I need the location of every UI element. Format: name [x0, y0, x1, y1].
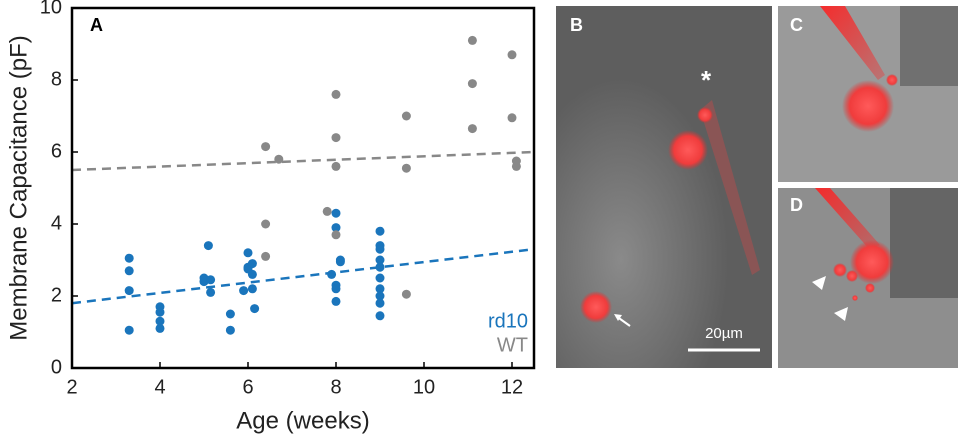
data-point — [375, 311, 385, 321]
y-tick-label: 6 — [51, 140, 62, 162]
x-tick-label: 6 — [242, 376, 253, 398]
trend-line — [71, 247, 535, 305]
data-point — [155, 316, 165, 326]
data-point — [247, 259, 257, 269]
x-tick-label: 8 — [330, 376, 341, 398]
panel-label: D — [790, 195, 803, 215]
data-point — [331, 284, 341, 294]
x-tick-label: 10 — [413, 376, 435, 398]
data-point — [331, 296, 341, 306]
data-point — [331, 161, 341, 171]
data-point — [225, 325, 235, 335]
data-point — [401, 289, 411, 299]
data-point — [322, 206, 332, 216]
data-point — [331, 89, 341, 99]
plot-frame — [70, 6, 536, 370]
data-point — [375, 273, 385, 283]
image-panel — [778, 6, 958, 182]
y-tick-label: 8 — [51, 68, 62, 90]
data-point — [331, 208, 341, 218]
marker: * — [701, 65, 712, 95]
data-point — [124, 325, 134, 335]
data-point — [124, 286, 134, 296]
data-point — [247, 284, 257, 294]
trend-line — [71, 150, 535, 172]
data-point — [507, 113, 517, 123]
data-point — [274, 154, 284, 164]
data-point — [250, 304, 260, 314]
data-point — [467, 35, 477, 45]
y-axis-label: Membrane Capacitance (pF) — [5, 35, 32, 340]
legend-entry: WT — [497, 334, 528, 356]
data-point — [375, 291, 385, 301]
x-tick-label: 2 — [66, 376, 77, 398]
image-panel — [778, 188, 958, 368]
x-tick-label: 4 — [154, 376, 165, 398]
data-point — [467, 79, 477, 89]
data-point — [335, 257, 345, 267]
data-point — [155, 307, 165, 317]
y-tick-label: 2 — [51, 284, 62, 306]
data-point — [124, 266, 134, 276]
data-point — [511, 161, 521, 171]
panel-label: A — [90, 15, 103, 35]
data-point — [203, 241, 213, 251]
image-panel — [556, 6, 772, 368]
data-point — [261, 219, 271, 229]
data-point — [401, 111, 411, 121]
y-tick-label: 10 — [40, 0, 62, 18]
panel-label: B — [570, 15, 583, 35]
data-point — [331, 223, 341, 233]
data-point — [206, 287, 216, 297]
data-point — [225, 309, 235, 319]
data-point — [375, 226, 385, 236]
data-point — [375, 298, 385, 308]
data-point — [375, 262, 385, 272]
data-point — [331, 133, 341, 143]
data-point — [375, 244, 385, 254]
data-point — [239, 286, 249, 296]
data-point — [261, 142, 271, 152]
data-point — [331, 230, 341, 240]
data-point — [155, 323, 165, 333]
data-point — [206, 275, 216, 285]
x-tick-label: 12 — [501, 376, 523, 398]
data-point — [467, 124, 477, 134]
legend-entry: rd10 — [488, 310, 528, 332]
data-point — [124, 253, 134, 263]
data-point — [375, 255, 385, 265]
data-point — [401, 163, 411, 173]
data-point — [243, 248, 253, 258]
y-tick-label: 0 — [51, 356, 62, 378]
data-point — [375, 284, 385, 294]
data-point — [247, 269, 257, 279]
data-point — [261, 251, 271, 261]
panel-label: C — [790, 15, 803, 35]
x-axis-label: Age (weeks) — [236, 407, 369, 434]
data-point — [327, 269, 337, 279]
data-point — [507, 50, 517, 60]
scale-bar-label: 20µm — [705, 325, 743, 342]
y-tick-label: 4 — [51, 212, 62, 234]
